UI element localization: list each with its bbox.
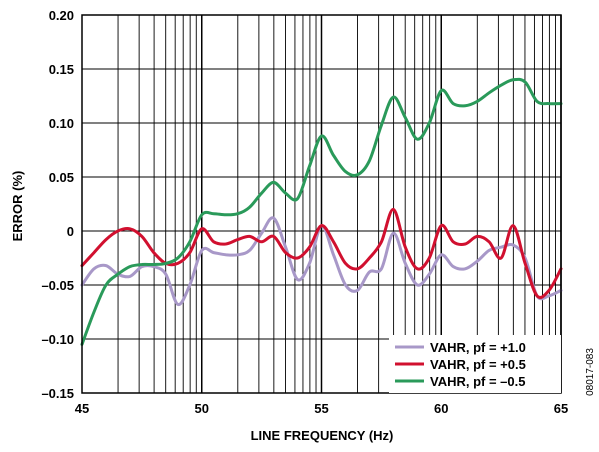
x-tick-label: 55 (314, 401, 328, 416)
x-tick-label: 50 (195, 401, 209, 416)
y-axis-title: ERROR (%) (10, 171, 25, 242)
y-tick-label: 0.10 (49, 116, 74, 131)
series-pf-minus-0-5-line (80, 77, 563, 346)
series-pf-plus-0-5-line (80, 207, 563, 299)
y-tick-label: 0.20 (49, 8, 74, 23)
legend-label: VAHR, pf = +1.0 (430, 340, 526, 355)
y-tick-label: –0.10 (41, 332, 74, 347)
legend: VAHR, pf = +1.0 VAHR, pf = +0.5 VAHR, pf =… (389, 335, 561, 393)
y-tick-label: –0.05 (41, 278, 74, 293)
grid (82, 15, 562, 393)
legend-item-pf-plus-1-0: VAHR, pf = +1.0 (395, 340, 526, 355)
legend-item-pf-plus-0-5: VAHR, pf = +0.5 (395, 357, 526, 372)
plot-frame (81, 14, 562, 394)
series-lines (80, 77, 563, 346)
legend-item-pf-minus-0-5: VAHR, pf = –0.5 (395, 374, 525, 389)
x-axis-ticks: 45 50 55 60 65 (75, 401, 568, 416)
x-tick-label: 45 (75, 401, 89, 416)
y-tick-label: 0.15 (49, 62, 74, 77)
x-tick-label: 65 (554, 401, 568, 416)
y-axis-ticks: 0.20 0.15 0.10 0.05 0 –0.05 –0.10 –0.15 (41, 8, 74, 401)
y-tick-label: 0.05 (49, 170, 74, 185)
figure-id: 08017-083 (585, 348, 596, 396)
y-tick-label: 0 (67, 224, 74, 239)
legend-label: VAHR, pf = –0.5 (430, 374, 525, 389)
legend-label: VAHR, pf = +0.5 (430, 357, 526, 372)
x-axis-title: LINE FREQUENCY (Hz) (251, 428, 394, 443)
x-tick-label: 60 (434, 401, 448, 416)
y-tick-label: –0.15 (41, 386, 74, 401)
